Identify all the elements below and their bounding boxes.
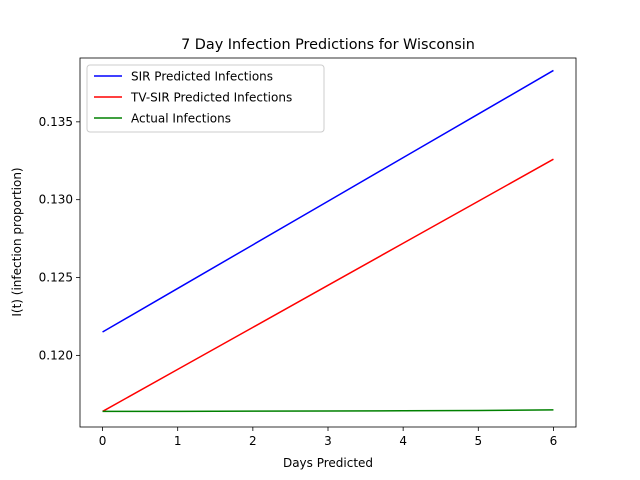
x-tick-label: 1 — [174, 434, 182, 448]
y-tick-label: 0.130 — [39, 193, 73, 207]
legend-label-2: Actual Infections — [131, 112, 231, 126]
y-tick-label: 0.120 — [39, 348, 73, 362]
x-tick-label: 4 — [399, 434, 407, 448]
series-line-2 — [102, 409, 554, 413]
legend-box — [86, 64, 325, 133]
x-tick-label: 5 — [474, 434, 482, 448]
series-line-0 — [102, 69, 554, 333]
y-tick-label: 0.135 — [39, 115, 73, 129]
chart-title: 7 Day Infection Predictions for Wisconsi… — [181, 37, 475, 53]
legend-label-1: TV-SIR Predicted Infections — [130, 91, 292, 105]
legend: SIR Predicted Infections TV-SIR Predicted… — [86, 64, 325, 133]
x-axis-label: Days Predicted — [283, 456, 373, 470]
y-axis: 0.120 0.125 0.130 0.135 — [39, 115, 80, 362]
x-axis: 0 1 2 3 4 5 6 — [99, 427, 558, 448]
series-lines — [102, 69, 554, 413]
y-tick-label: 0.125 — [39, 271, 73, 285]
series-line-1 — [102, 158, 554, 413]
x-tick-label: 6 — [550, 434, 558, 448]
x-tick-label: 0 — [99, 434, 107, 448]
legend-label-0: SIR Predicted Infections — [131, 70, 273, 84]
x-tick-label: 3 — [324, 434, 332, 448]
y-axis-label: I(t) (infection proportion) — [10, 167, 24, 316]
x-tick-label: 2 — [249, 434, 257, 448]
